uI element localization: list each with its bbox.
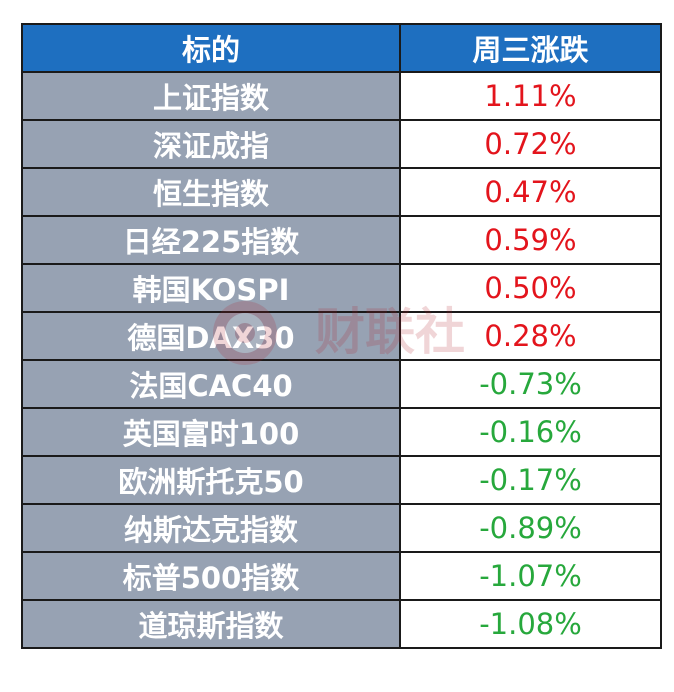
index-change: -0.89% [399, 503, 662, 553]
table-row: 标普500指数 -1.07% [21, 551, 662, 601]
index-change-table: 标的 周三涨跌 上证指数 1.11% 深证成指 0.72% 恒生指数 0.47%… [21, 23, 662, 649]
table-row: 英国富时100 -0.16% [21, 407, 662, 457]
index-name: 欧洲斯托克50 [21, 455, 401, 505]
index-change: -1.08% [399, 599, 662, 649]
table-row: 韩国KOSPI 0.50% [21, 263, 662, 313]
index-change: 0.59% [399, 215, 662, 265]
table-row: 恒生指数 0.47% [21, 167, 662, 217]
index-change: -0.73% [399, 359, 662, 409]
table-row: 上证指数 1.11% [21, 71, 662, 121]
table-row: 德国DAX30 0.28% [21, 311, 662, 361]
index-change-table-container: 标的 周三涨跌 上证指数 1.11% 深证成指 0.72% 恒生指数 0.47%… [21, 23, 662, 649]
table-header-row: 标的 周三涨跌 [21, 23, 662, 73]
index-name: 法国CAC40 [21, 359, 401, 409]
index-change: 0.72% [399, 119, 662, 169]
table-row: 欧洲斯托克50 -0.17% [21, 455, 662, 505]
index-name: 韩国KOSPI [21, 263, 401, 313]
index-change: 0.47% [399, 167, 662, 217]
table-row: 日经225指数 0.59% [21, 215, 662, 265]
index-change: 0.28% [399, 311, 662, 361]
header-change: 周三涨跌 [399, 23, 662, 73]
index-change: -1.07% [399, 551, 662, 601]
header-name: 标的 [21, 23, 401, 73]
index-name: 纳斯达克指数 [21, 503, 401, 553]
index-change: 1.11% [399, 71, 662, 121]
index-name: 恒生指数 [21, 167, 401, 217]
index-name: 上证指数 [21, 71, 401, 121]
index-change: -0.16% [399, 407, 662, 457]
index-name: 日经225指数 [21, 215, 401, 265]
index-name: 深证成指 [21, 119, 401, 169]
index-name: 道琼斯指数 [21, 599, 401, 649]
index-change: -0.17% [399, 455, 662, 505]
table-row: 道琼斯指数 -1.08% [21, 599, 662, 649]
index-change: 0.50% [399, 263, 662, 313]
index-name: 英国富时100 [21, 407, 401, 457]
table-row: 深证成指 0.72% [21, 119, 662, 169]
table-row: 法国CAC40 -0.73% [21, 359, 662, 409]
index-name: 德国DAX30 [21, 311, 401, 361]
table-row: 纳斯达克指数 -0.89% [21, 503, 662, 553]
index-name: 标普500指数 [21, 551, 401, 601]
